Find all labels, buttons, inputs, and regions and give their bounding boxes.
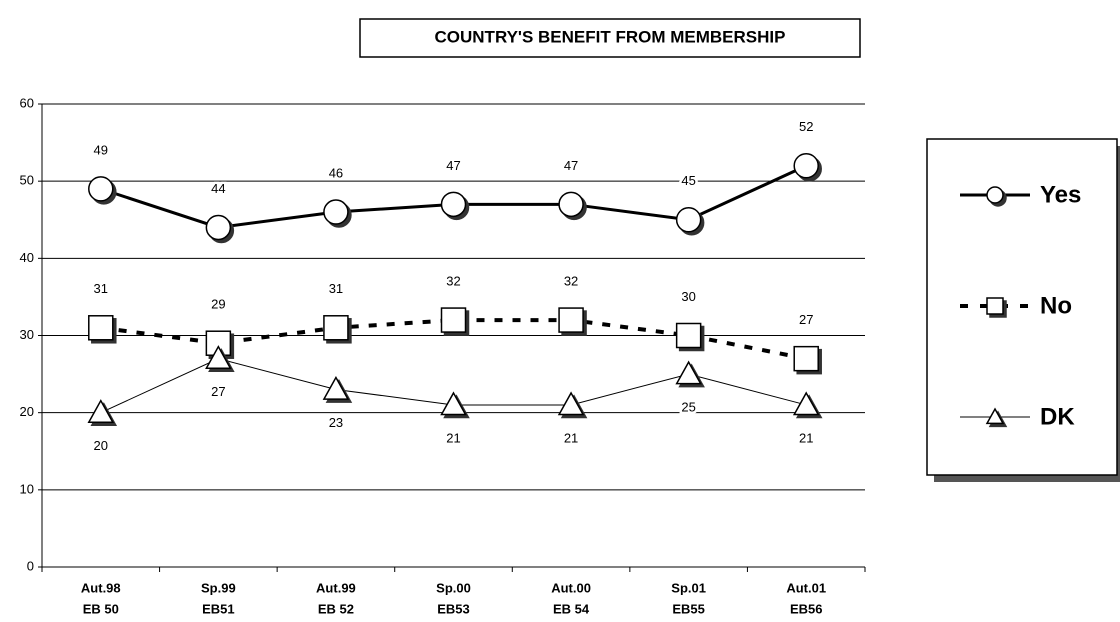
value-label: 31 [329, 281, 343, 296]
value-label: 49 [94, 142, 108, 157]
value-label: 21 [564, 430, 578, 445]
y-tick-label: 10 [20, 481, 34, 496]
marker [205, 214, 232, 241]
value-label: 46 [329, 165, 343, 180]
x-tick-label: Aut.01 [786, 580, 826, 595]
legend-marker [986, 186, 1004, 204]
x-tick-label: EB 50 [83, 601, 119, 616]
marker [87, 399, 115, 424]
legend-label: Yes [1040, 181, 1081, 208]
value-label: 47 [446, 158, 460, 173]
value-label: 52 [799, 119, 813, 134]
marker [793, 152, 819, 179]
marker [675, 322, 702, 349]
x-tick-label: Sp.01 [671, 580, 706, 595]
value-label: 21 [446, 430, 460, 445]
value-label: 45 [681, 173, 695, 188]
x-tick-label: Aut.99 [316, 580, 356, 595]
marker [205, 345, 232, 369]
legend-label: No [1040, 292, 1072, 319]
y-tick-label: 60 [20, 95, 34, 110]
marker [675, 360, 702, 385]
value-label: 32 [564, 274, 578, 289]
value-label: 23 [329, 415, 343, 430]
y-tick-label: 20 [20, 404, 34, 419]
x-tick-label: EB51 [202, 601, 235, 616]
y-tick-label: 30 [20, 327, 34, 342]
x-tick-label: Sp.99 [201, 580, 236, 595]
marker [440, 191, 467, 218]
value-label: 20 [94, 438, 108, 453]
x-tick-label: EB53 [437, 601, 470, 616]
value-label: 44 [211, 181, 225, 196]
title-box [359, 18, 861, 58]
x-tick-label: EB56 [790, 601, 823, 616]
x-tick-label: EB55 [672, 601, 705, 616]
y-tick-label: 0 [27, 558, 34, 573]
marker [323, 315, 349, 341]
value-label: 30 [681, 289, 695, 304]
marker [558, 191, 584, 218]
x-tick-label: EB 52 [318, 601, 354, 616]
chart-title: COUNTRY'S BENEFIT FROM MEMBERSHIP [435, 27, 786, 46]
value-label: 25 [681, 400, 695, 415]
marker [323, 199, 349, 225]
x-tick-label: Sp.00 [436, 580, 471, 595]
marker [557, 391, 585, 416]
legend-marker [985, 407, 1005, 425]
marker [322, 375, 350, 400]
value-label: 32 [446, 274, 460, 289]
marker [558, 307, 584, 333]
marker [440, 391, 467, 416]
value-label: 27 [799, 312, 813, 327]
y-tick-label: 40 [20, 250, 34, 265]
marker [793, 345, 819, 372]
marker [88, 315, 114, 341]
marker [675, 207, 702, 233]
value-label: 27 [211, 384, 225, 399]
marker [792, 391, 820, 416]
value-label: 31 [94, 281, 108, 296]
x-tick-label: Aut.98 [81, 580, 121, 595]
marker [88, 176, 114, 202]
value-label: 21 [799, 430, 813, 445]
y-tick-label: 50 [20, 173, 34, 188]
legend-label: DK [1040, 403, 1075, 430]
value-label: 47 [564, 158, 578, 173]
legend-marker [986, 297, 1004, 315]
x-tick-label: EB 54 [553, 601, 590, 616]
marker [440, 307, 467, 333]
x-tick-label: Aut.00 [551, 580, 591, 595]
value-label: 29 [211, 297, 225, 312]
